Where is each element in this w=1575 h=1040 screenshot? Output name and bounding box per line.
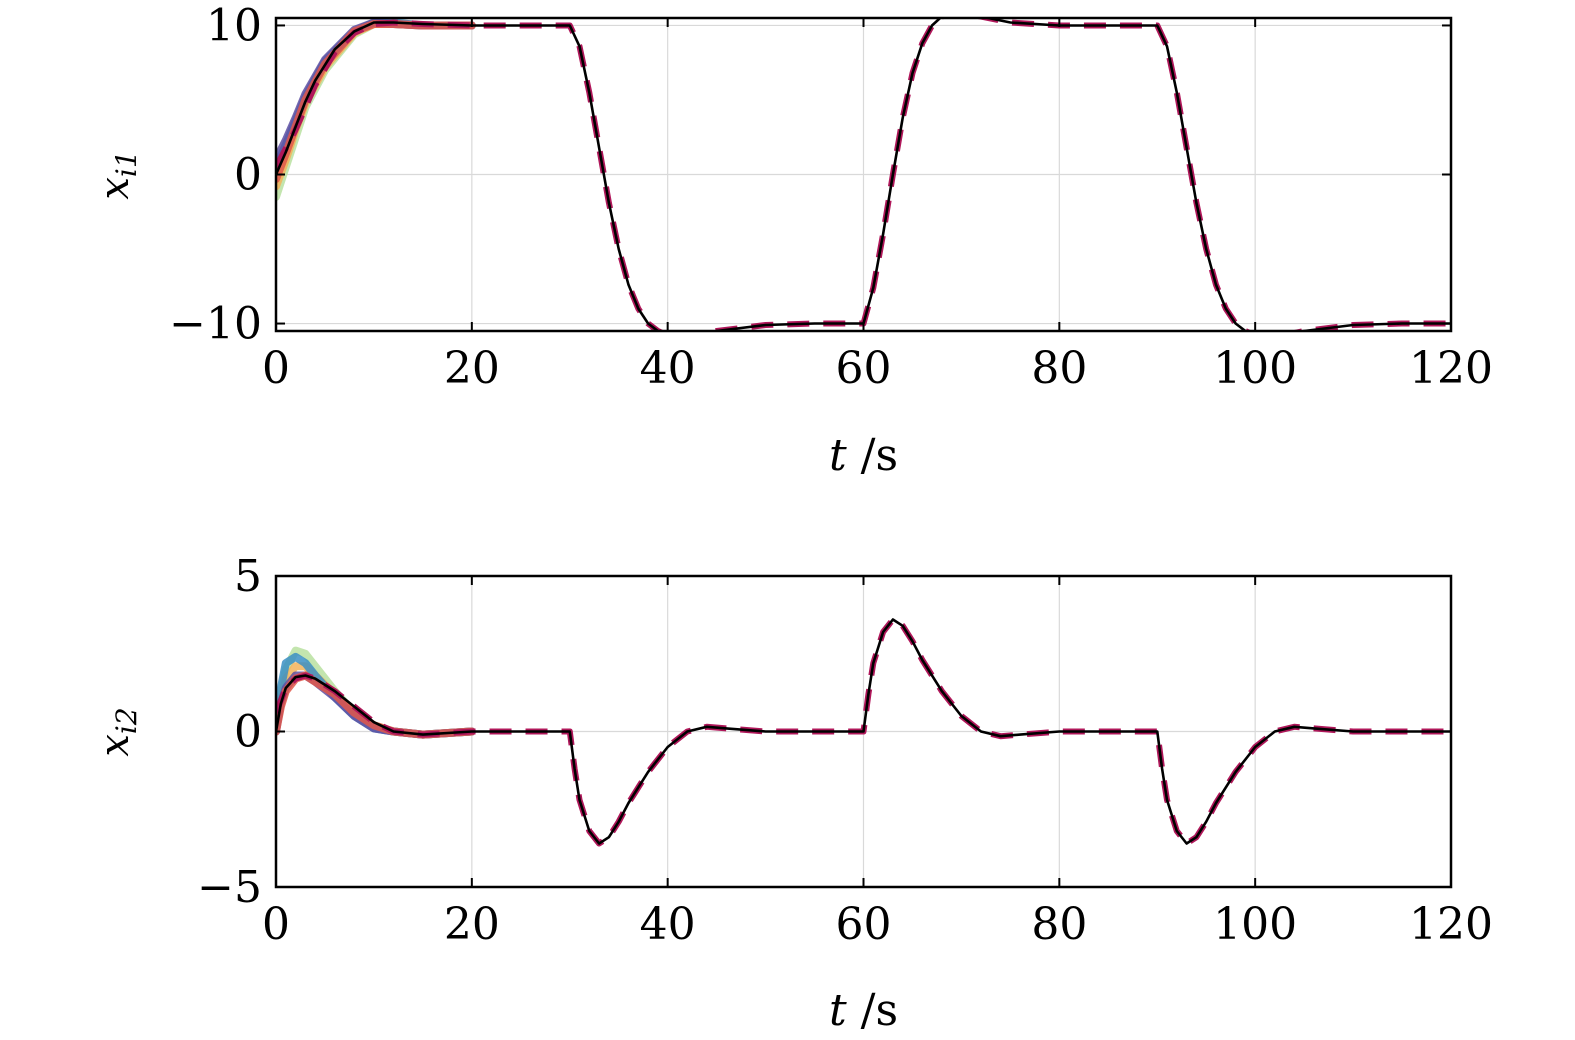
x-tick-label: 80: [1031, 343, 1087, 394]
y-tick-label: 0: [234, 150, 262, 201]
x-tick-label: 120: [1409, 899, 1493, 950]
x-tick-label: 100: [1213, 343, 1297, 394]
x-tick-label: 100: [1213, 899, 1297, 950]
y-tick-label: −5: [197, 862, 262, 913]
x-tick-label: 60: [836, 343, 892, 394]
y-tick-label: 5: [234, 551, 262, 602]
series-group: [276, 616, 1451, 847]
x-tick-label: 120: [1409, 343, 1493, 394]
agent-series-line: [276, 671, 476, 739]
x-tick-label: 40: [640, 343, 696, 394]
x-tick-label: 40: [640, 899, 696, 950]
x-tick-label: 20: [444, 899, 500, 950]
series-group: [276, 18, 1451, 331]
x-tick-label: 80: [1031, 899, 1087, 950]
y-tick-label: 0: [234, 707, 262, 758]
leader-series-line: [276, 18, 1451, 331]
y-tick-label: 10: [206, 0, 262, 51]
x-tick-label: 60: [836, 899, 892, 950]
agent-series-line: [276, 18, 476, 164]
x-tick-label: 0: [262, 899, 290, 950]
x-axis-label: t /s: [829, 430, 898, 481]
y-axis-label: xi2: [92, 707, 143, 756]
x-tick-label: 0: [262, 343, 290, 394]
x-axis-label: t /s: [829, 985, 898, 1036]
leader-series-line: [276, 618, 1451, 845]
x-tick-label: 20: [444, 343, 500, 394]
y-axis-label: xi1: [92, 150, 143, 199]
y-tick-label: −10: [169, 299, 262, 350]
